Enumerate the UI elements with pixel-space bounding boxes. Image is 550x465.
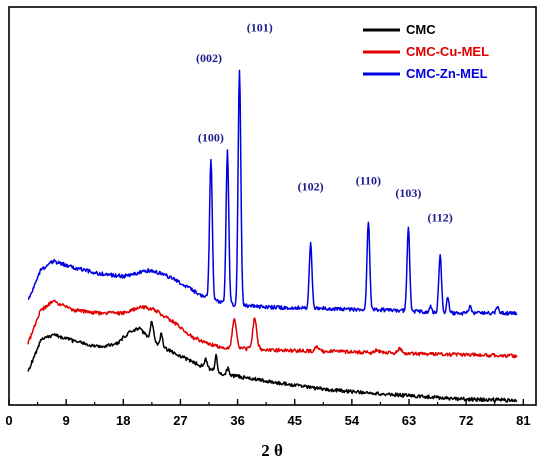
x-tick-label: 54 — [345, 413, 360, 428]
x-tick-label: 27 — [173, 413, 187, 428]
x-tick-label: 36 — [230, 413, 244, 428]
x-tick-label: 0 — [5, 413, 12, 428]
legend-label: CMC — [406, 22, 436, 37]
x-tick-label: 45 — [287, 413, 301, 428]
peak-label: (101) — [247, 20, 273, 34]
peak-label: (110) — [356, 174, 381, 188]
x-tick-label: 9 — [63, 413, 70, 428]
peak-labels: (100) (002) (101) (102) (110) (103) (112) — [196, 20, 453, 224]
peak-label: (112) — [427, 210, 452, 224]
series-line-1 — [27, 320, 518, 403]
x-tick-label: 81 — [516, 413, 530, 428]
x-axis-ticks: 0 9 18 27 36 45 54 63 72 81 — [5, 399, 531, 428]
legend-label: CMC-Zn-MEL — [406, 66, 488, 81]
x-tick-label: 63 — [402, 413, 416, 428]
series-line-3 — [27, 69, 518, 316]
peak-label: (100) — [198, 131, 224, 145]
legend-label: CMC-Cu-MEL — [406, 44, 489, 59]
legend: CMC CMC-Cu-MEL CMC-Zn-MEL — [363, 22, 489, 81]
x-axis-title: 2 θ — [261, 441, 283, 460]
peak-label: (102) — [298, 180, 324, 194]
series-line-2 — [27, 299, 518, 359]
peak-label: (103) — [395, 186, 421, 200]
series-layer — [27, 69, 518, 403]
peak-label: (002) — [196, 51, 222, 65]
x-tick-label: 18 — [116, 413, 130, 428]
plot-frame — [8, 6, 537, 406]
x-tick-label: 72 — [459, 413, 473, 428]
